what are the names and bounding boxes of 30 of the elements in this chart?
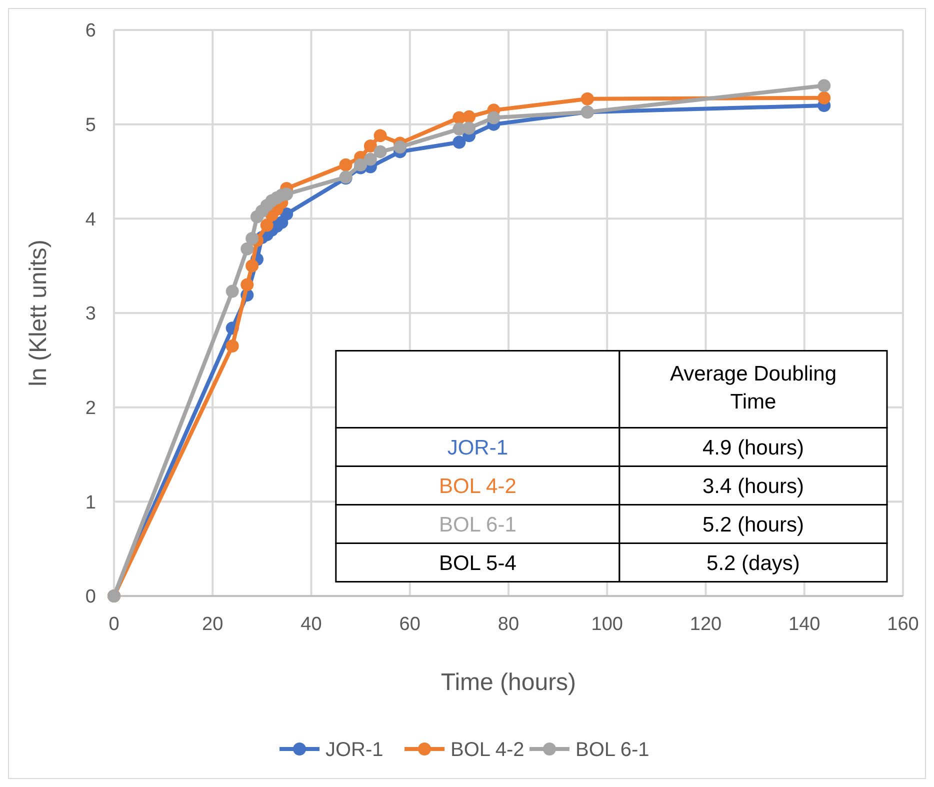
- y-tick-label: 3: [85, 304, 96, 325]
- annotation: BOL 4-2: [438, 474, 516, 498]
- x-axis-title: Time (hours): [440, 669, 576, 696]
- y-axis-title: ln (Klett units): [25, 240, 52, 386]
- x-tick-label: 120: [690, 614, 722, 635]
- y-tick-label: 0: [85, 586, 96, 608]
- y-tick-label: 2: [85, 398, 96, 419]
- x-tick-label: 0: [108, 614, 120, 635]
- x-tick-label: 140: [788, 614, 820, 635]
- y-tick-label: 5: [85, 114, 96, 136]
- annotation: JOR-1: [447, 436, 508, 460]
- x-tick-label: 40: [300, 614, 322, 635]
- annotation: 5.2 (days): [706, 552, 800, 575]
- x-tick-label: 80: [498, 614, 520, 635]
- y-tick-label: 1: [85, 492, 96, 514]
- x-tick-label: 60: [399, 614, 420, 635]
- legend-label: BOL 6-1: [576, 739, 650, 761]
- annotation: BOL 6-1: [438, 513, 516, 536]
- y-tick-label: 6: [85, 20, 96, 42]
- annotation: BOL 5-4: [438, 552, 517, 575]
- annotation: 3.4 (hours): [702, 474, 804, 498]
- x-tick-label: 100: [591, 614, 623, 635]
- annotation: 4.9 (hours): [702, 436, 804, 460]
- legend-label: JOR-1: [326, 739, 384, 761]
- y-tick-label: 4: [85, 209, 96, 230]
- x-tick-label: 160: [887, 614, 919, 635]
- annotation: Average Doubling Time: [670, 362, 837, 414]
- x-tick-label: 20: [202, 614, 224, 635]
- annotation: 5.2 (hours): [702, 513, 804, 536]
- legend-label: BOL 4-2: [450, 739, 524, 761]
